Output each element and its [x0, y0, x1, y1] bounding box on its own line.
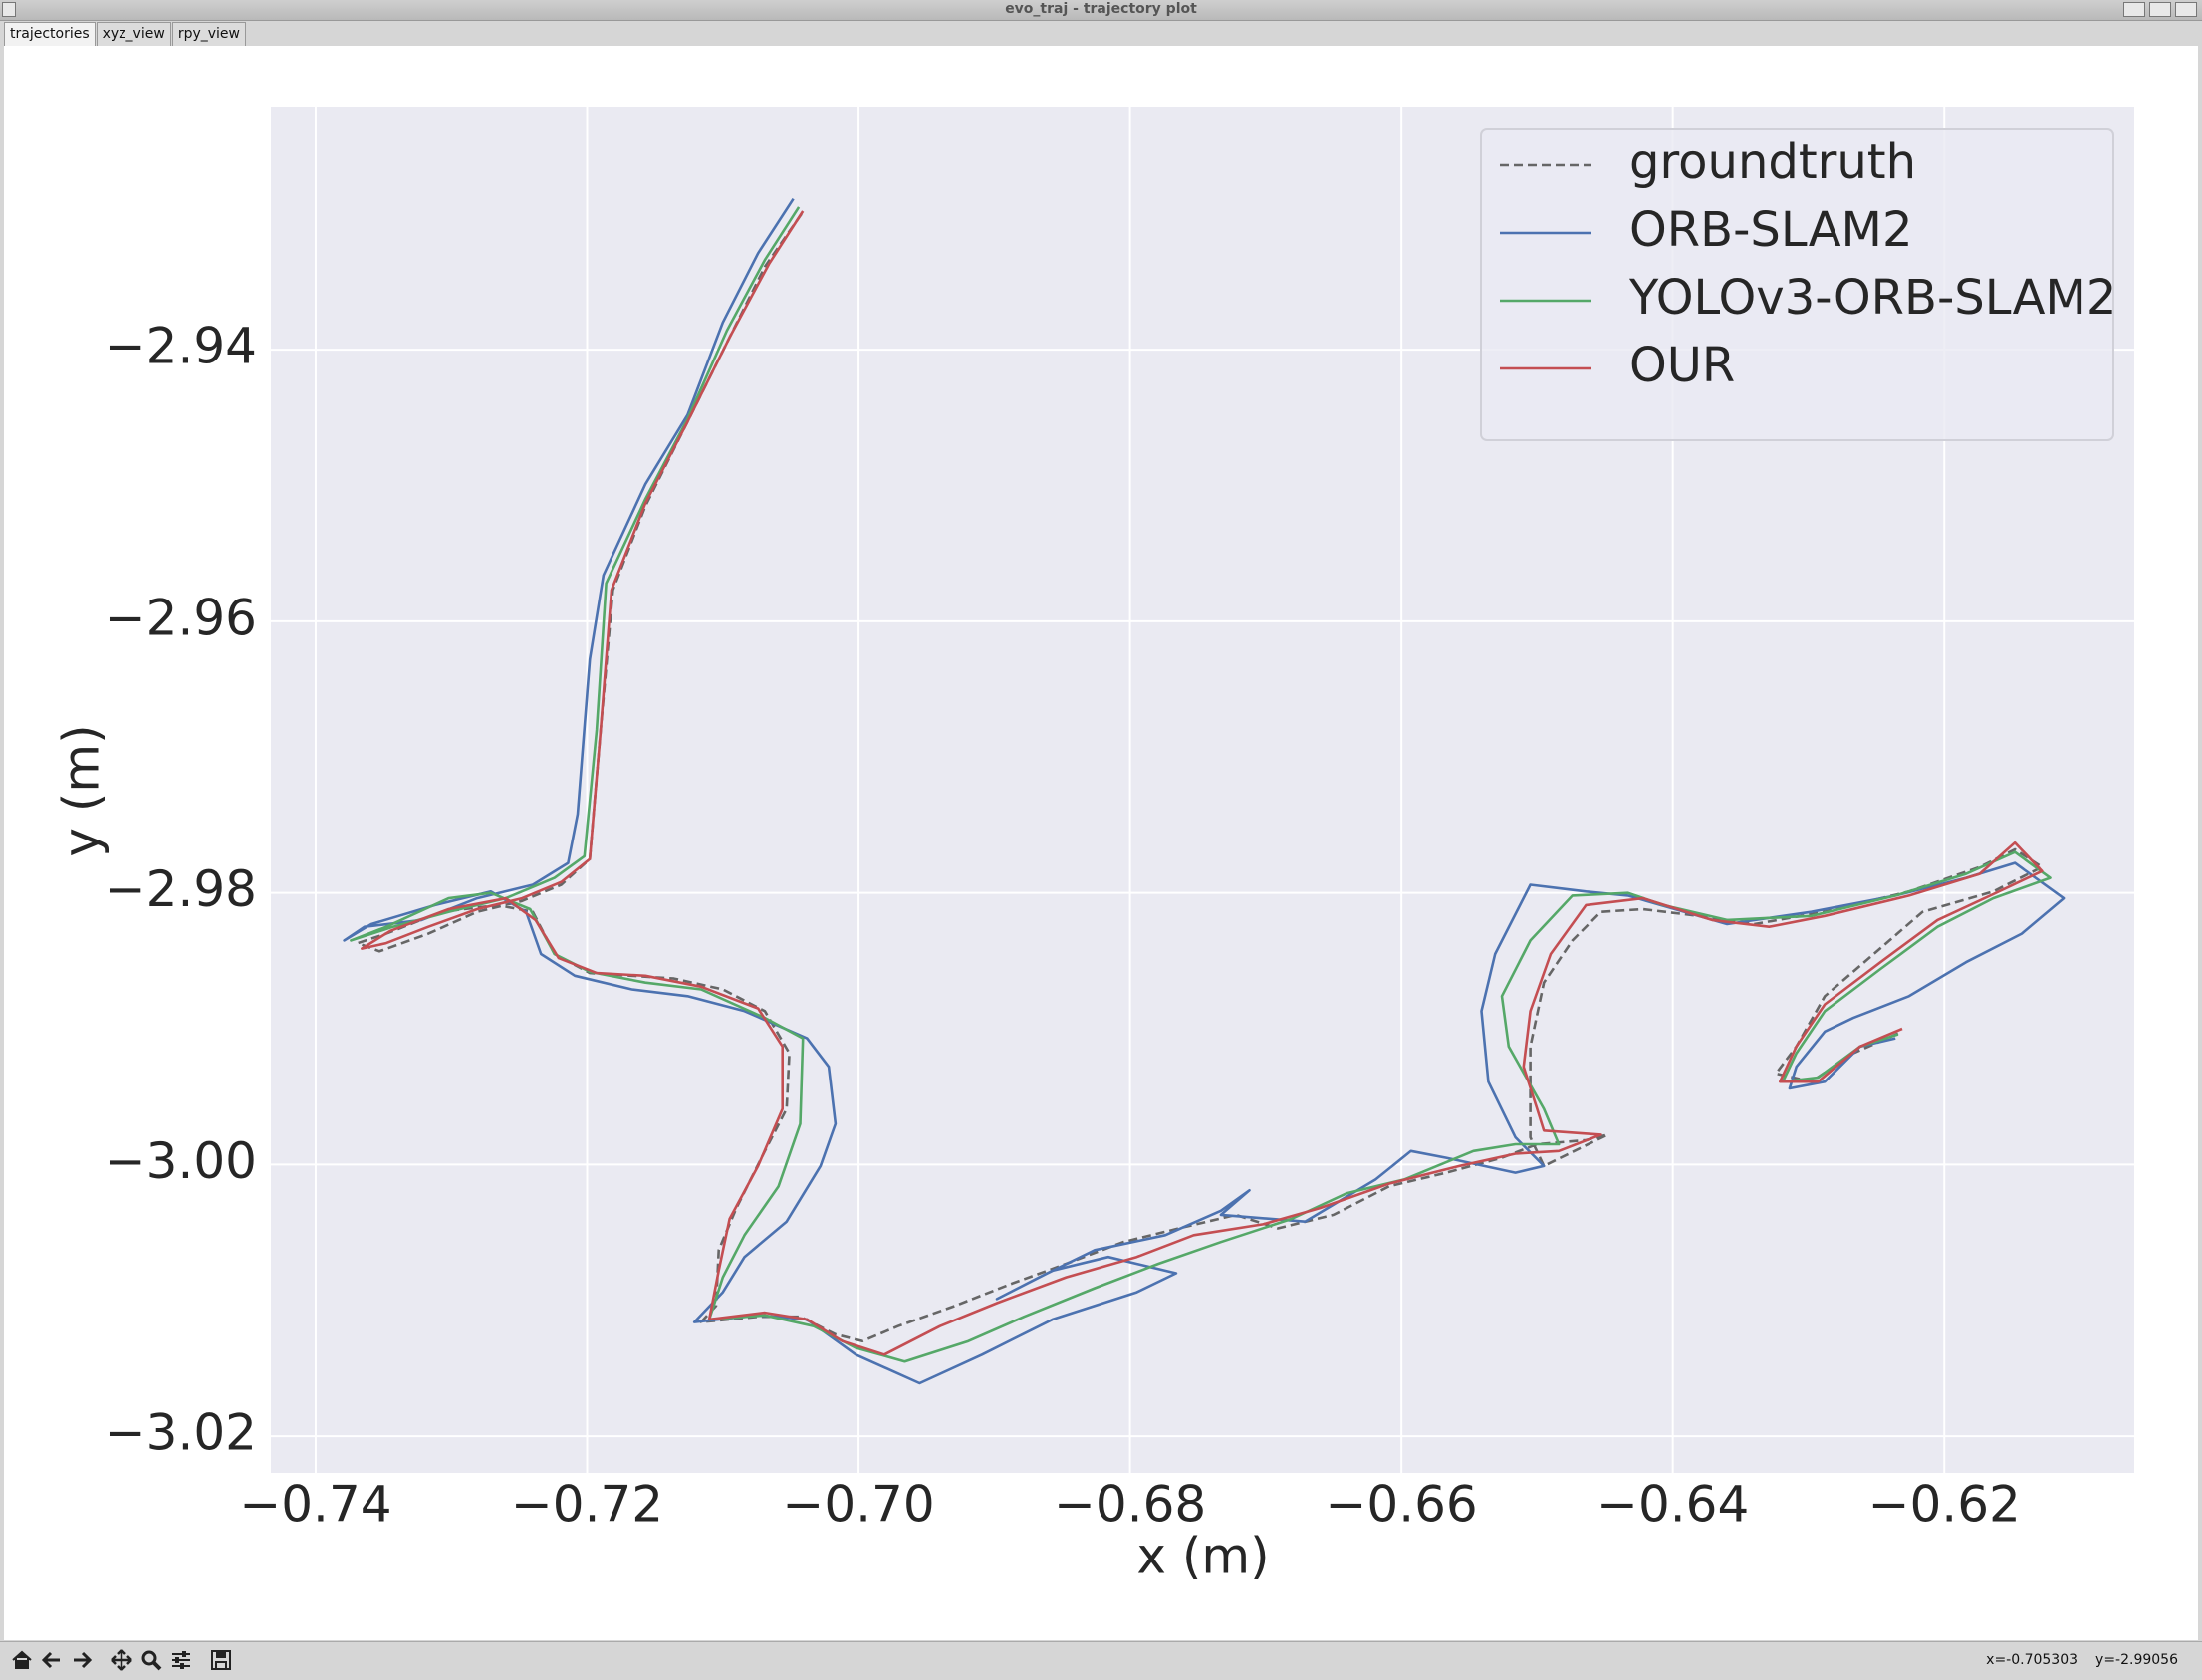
x-tick-label: −0.68 — [1054, 1476, 1206, 1534]
legend-label: YOLOv3-ORB-SLAM2 — [1628, 270, 2116, 326]
y-tick-label: −3.02 — [105, 1404, 257, 1462]
y-tick-label: −2.98 — [105, 860, 257, 918]
tab[interactable]: trajectories — [4, 22, 96, 46]
window-menu-button[interactable] — [2, 2, 16, 17]
legend-label: ORB-SLAM2 — [1629, 202, 1912, 258]
minimize-button[interactable] — [2123, 2, 2145, 17]
y-axis-label: y (m) — [53, 724, 111, 856]
x-tick-label: −0.62 — [1868, 1476, 2021, 1534]
toolbar: x=-0.705303 y=-2.99056 — [0, 1641, 2202, 1680]
window-title: evo_traj - trajectory plot — [1005, 1, 1197, 17]
tab-bar: trajectories xyz_view rpy_view — [4, 22, 247, 46]
status-bar: x=-0.705303 y=-2.99056 — [1968, 1652, 2178, 1668]
home-button[interactable] — [10, 1648, 34, 1672]
tab[interactable]: xyz_view — [96, 22, 171, 46]
chart: x (m) y (m) −0.74 −0.72 −0.70 −0.68 −0.66 −0.6… — [53, 107, 2134, 1585]
x-tick-label: −0.64 — [1596, 1476, 1749, 1534]
configure-button[interactable] — [169, 1648, 193, 1672]
y-tick-label: −3.00 — [105, 1132, 257, 1190]
x-axis-label: x (m) — [1136, 1528, 1269, 1585]
x-tick-label: −0.72 — [511, 1476, 663, 1534]
title-bar: evo_traj - trajectory plot — [0, 0, 2202, 21]
y-tick-label: −2.96 — [105, 589, 257, 646]
x-tick-label: −0.66 — [1326, 1476, 1478, 1534]
zoom-button[interactable] — [139, 1648, 163, 1672]
x-tick-label: −0.70 — [782, 1476, 934, 1534]
close-button[interactable] — [2175, 2, 2197, 17]
cursor-x: x=-0.705303 — [1986, 1652, 2079, 1668]
series-line — [361, 210, 2044, 1356]
legend-box — [1480, 128, 2114, 441]
legend-label: OUR — [1629, 338, 1735, 393]
legend-label: groundtruth — [1629, 134, 1916, 190]
y-tick-label: −2.94 — [105, 318, 257, 375]
figure-canvas: x (m) y (m) −0.74 −0.72 −0.70 −0.68 −0.66 −0.6… — [4, 46, 2198, 1640]
save-button[interactable] — [209, 1648, 233, 1672]
forward-button[interactable] — [70, 1648, 94, 1672]
cursor-y: y=-2.99056 — [2095, 1652, 2178, 1668]
pan-button[interactable] — [110, 1648, 133, 1672]
maximize-button[interactable] — [2149, 2, 2171, 17]
back-button[interactable] — [40, 1648, 64, 1672]
x-tick-label: −0.74 — [239, 1476, 391, 1534]
tab[interactable]: rpy_view — [171, 22, 246, 46]
